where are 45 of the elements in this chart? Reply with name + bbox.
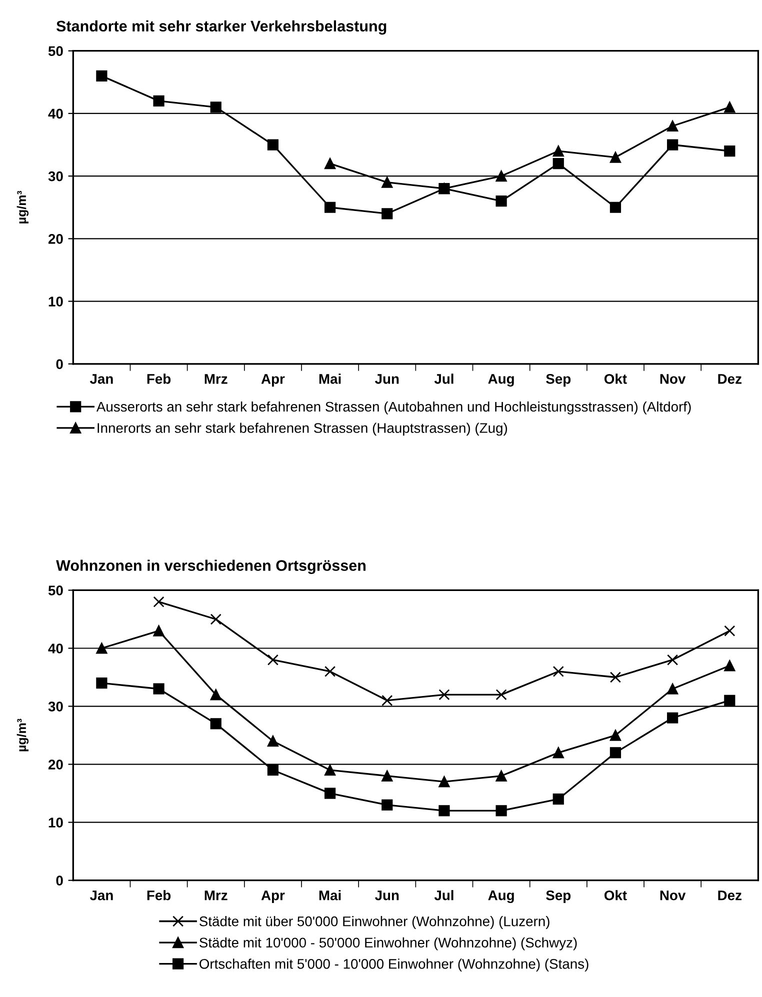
- x-tick-label: Jan: [90, 374, 113, 384]
- y-tick-label: 20: [48, 760, 63, 770]
- y-axis-title: µg/m³: [16, 718, 29, 752]
- x-tick-label: Mai: [319, 890, 341, 900]
- y-tick-label: 30: [48, 171, 63, 182]
- legend-label: Ausserorts an sehr stark befahrenen Strassen (Autobahnen und Hochleistungsstrassen) (Altdorf): [96, 401, 691, 414]
- x-tick-label: Jan: [90, 890, 113, 900]
- x-tick-label: Mrz: [204, 374, 228, 384]
- y-tick-label: 40: [48, 108, 63, 119]
- x-tick-label: Jun: [374, 374, 399, 384]
- x-tick-label: Feb: [147, 374, 171, 384]
- x-tick-label: Jul: [434, 890, 454, 900]
- x-tick-label: Sep: [546, 374, 571, 387]
- x-tick-label: Feb: [147, 890, 171, 900]
- legend-label: Städte mit 10'000 - 50'000 Einwohner (Wohnzohne) (Schwyz): [200, 937, 577, 950]
- x-tick-label: Nov: [660, 374, 686, 384]
- x-tick-label: Dez: [718, 890, 742, 900]
- x-tick-label: Apr: [261, 890, 285, 904]
- y-tick-label: 30: [48, 702, 63, 712]
- x-tick-label: Nov: [660, 890, 686, 900]
- y-tick-label: 0: [56, 876, 63, 886]
- y-tick-label: 20: [48, 234, 63, 244]
- legend-label: Städte mit über 50'000 Einwohner (Wohnzohne) (Luzern): [200, 916, 550, 929]
- x-tick-label: Jun: [374, 890, 399, 900]
- y-tick-label: 0: [56, 359, 63, 370]
- y-tick-label: 50: [48, 46, 63, 56]
- y-tick-label: 10: [48, 296, 63, 306]
- x-tick-label: Okt: [604, 890, 627, 900]
- x-tick-label: Okt: [604, 374, 627, 384]
- y-axis-title: µg/m³: [16, 190, 29, 224]
- y-tick-label: 50: [48, 586, 63, 596]
- x-tick-label: Mrz: [204, 890, 228, 900]
- x-tick-label: Apr: [261, 374, 285, 387]
- x-tick-label: Mai: [319, 374, 341, 384]
- x-tick-label: Sep: [546, 890, 571, 904]
- chart-title: Wohnzonen in verschiedenen Ortsgrössen: [56, 560, 366, 574]
- chart-title: Standorte mit sehr starker Verkehrsbelastung: [56, 20, 386, 35]
- legend-label: Innerorts an sehr stark befahrenen Strassen (Hauptstrassen) (Zug): [98, 422, 508, 436]
- y-tick-label: 40: [48, 644, 63, 654]
- x-tick-label: Dez: [718, 374, 742, 384]
- x-tick-label: Aug: [488, 890, 514, 904]
- x-tick-label: Jul: [434, 374, 454, 384]
- y-tick-label: 10: [48, 818, 63, 828]
- legend-label: Ortschaften mit 5'000 - 10'000 Einwohner (Wohnzohne) (Stans): [200, 958, 588, 972]
- x-tick-label: Aug: [488, 374, 514, 387]
